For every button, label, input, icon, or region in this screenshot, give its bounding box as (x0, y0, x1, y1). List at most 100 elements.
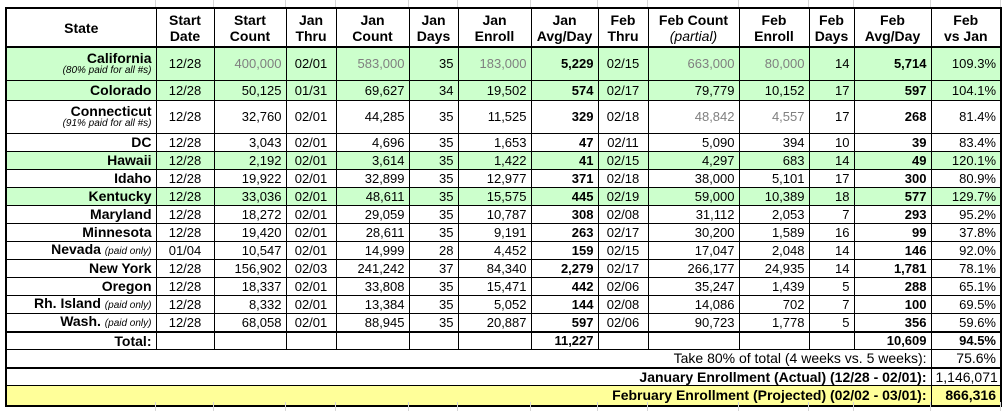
header-line1: Jan (482, 11, 507, 28)
header-line2: Count (352, 27, 393, 44)
gridline-stub (335, 0, 336, 7)
table-row: Oregon 12/28 18,337 02/01 33,808 35 15,471 442 0… (5, 276, 1002, 296)
cell-jan_thru: 02/03 (285, 258, 337, 278)
gridline-stub (930, 402, 931, 411)
cell-feb_days: 14 (808, 150, 855, 170)
cell-feb_enroll: 394 (738, 132, 810, 152)
state-note: (91% paid for all #s) (62, 118, 152, 129)
gridline-stub (285, 0, 286, 7)
total-cell-jan_count (335, 330, 410, 350)
total-cell-jan_avg_day: 11,227 (530, 330, 599, 350)
cell-state: Oregon (5, 276, 157, 296)
cell-feb_avg_day: 300 (853, 168, 932, 188)
state-note: (80% paid for all #s) (62, 65, 152, 77)
total-cell-state: Total: (5, 330, 157, 350)
cell-jan_days: 35 (408, 204, 459, 224)
header-line1: Jan (421, 11, 446, 28)
cell-jan_avg_day: 442 (530, 276, 599, 296)
cell-feb_days: 5 (808, 276, 855, 296)
table-row: California (80% paid for all #s) 12/28 400,… (5, 46, 1002, 81)
state-name: California (86, 50, 152, 67)
state-name: Rh. Island (34, 295, 101, 311)
cell-feb_thru: 02/08 (597, 204, 649, 224)
header-line1: Feb (819, 11, 844, 28)
cell-feb_thru: 02/15 (597, 46, 649, 81)
cell-feb_vs_jan: 80.9% (930, 168, 1002, 188)
cell-jan_days: 35 (408, 132, 459, 152)
cell-start_date: 12/28 (155, 312, 215, 332)
cell-state: Hawaii (5, 150, 157, 170)
table-body: California (80% paid for all #s) 12/28 400,… (5, 46, 1002, 406)
cell-state: California (80% paid for all #s) (5, 46, 157, 81)
cell-jan_days: 35 (408, 276, 459, 296)
column-header-feb_thru: Feb Thru (597, 7, 649, 48)
cell-feb_avg_day: 268 (853, 99, 932, 134)
cell-feb_enroll: 5,101 (738, 168, 810, 188)
state-name: DC (131, 134, 152, 150)
cell-jan_days: 35 (408, 186, 459, 206)
gridline-stub (530, 0, 531, 7)
cell-jan_days: 37 (408, 258, 459, 278)
cell-feb_enroll: 1,589 (738, 222, 810, 242)
table-row: Nevada (paid only) 01/04 10,547 02/01 14,999… (5, 240, 1002, 260)
cell-feb_vs_jan: 120.1% (930, 150, 1002, 170)
total-cell-start_count (213, 330, 287, 350)
cell-feb_days: 10 (808, 132, 855, 152)
total-row: Total: 11,227 10,609 94.5% (5, 330, 1002, 350)
header-line2: Date (169, 27, 201, 44)
cell-feb_vs_jan: 92.0% (930, 240, 1002, 260)
state-name: Connecticut (70, 103, 152, 119)
column-header-jan_thru: Jan Thru (285, 7, 337, 48)
cell-feb_enroll: 2,048 (738, 240, 810, 260)
cell-jan_enroll: 11,525 (457, 99, 532, 134)
cell-feb_count: 48,842 (647, 99, 740, 134)
cell-jan_count: 241,242 (335, 258, 410, 278)
column-header-jan_count: Jan Count (335, 7, 410, 48)
cell-feb_enroll: 80,000 (738, 46, 810, 81)
cell-jan_thru: 02/01 (285, 240, 337, 260)
column-header-feb_avg_day: Feb Avg/Day (853, 7, 932, 48)
cell-feb_thru: 02/18 (597, 168, 649, 188)
total-cell-jan_days (408, 330, 459, 350)
cell-feb_vs_jan: 109.3% (930, 46, 1002, 81)
cell-feb_vs_jan: 37.8% (930, 222, 1002, 242)
cell-jan_enroll: 84,340 (457, 258, 532, 278)
total-cell-feb_days (808, 330, 855, 350)
cell-feb_enroll: 10,152 (738, 79, 810, 101)
cell-start_count: 18,337 (213, 276, 287, 296)
gridline-stub (1000, 0, 1001, 7)
cell-feb_thru: 02/08 (597, 294, 649, 314)
cell-jan_thru: 02/01 (285, 294, 337, 314)
header-line1: Feb (953, 11, 979, 28)
table-row: New York 12/28 156,902 02/03 241,242 37 84,340… (5, 258, 1002, 278)
cell-state: Wash. (paid only) (5, 312, 157, 332)
gridline-stub (597, 0, 598, 7)
cell-feb_days: 14 (808, 46, 855, 81)
cell-feb_days: 14 (808, 258, 855, 278)
cell-jan_count: 14,999 (335, 240, 410, 260)
cell-feb_enroll: 2,053 (738, 204, 810, 224)
cell-feb_avg_day: 99 (853, 222, 932, 242)
cell-jan_avg_day: 445 (530, 186, 599, 206)
cell-feb_vs_jan: 83.4% (930, 132, 1002, 152)
cell-state: DC (5, 132, 157, 152)
cell-jan_thru: 02/01 (285, 204, 337, 224)
table-row: Maryland 12/28 18,272 02/01 29,059 35 10,787 30… (5, 204, 1002, 224)
gridline-stub (335, 402, 336, 411)
gridline-stub (408, 402, 409, 411)
cell-jan_thru: 02/01 (285, 99, 337, 134)
cell-jan_avg_day: 574 (530, 79, 599, 101)
cell-jan_enroll: 15,471 (457, 276, 532, 296)
cell-jan_enroll: 10,787 (457, 204, 532, 224)
cell-feb_thru: 02/15 (597, 240, 649, 260)
column-header-jan_enroll: Jan Enroll (457, 7, 532, 48)
cell-feb_thru: 02/15 (597, 150, 649, 170)
total-cell-feb_avg_day: 10,609 (853, 330, 932, 350)
cell-feb_count: 266,177 (647, 258, 740, 278)
total-cell-feb_thru (597, 330, 649, 350)
cell-feb_count: 17,047 (647, 240, 740, 260)
cell-feb_vs_jan: 104.1% (930, 79, 1002, 101)
cell-feb_avg_day: 1,781 (853, 258, 932, 278)
gridline-stub (597, 402, 598, 411)
state-name: Kentucky (88, 188, 152, 204)
